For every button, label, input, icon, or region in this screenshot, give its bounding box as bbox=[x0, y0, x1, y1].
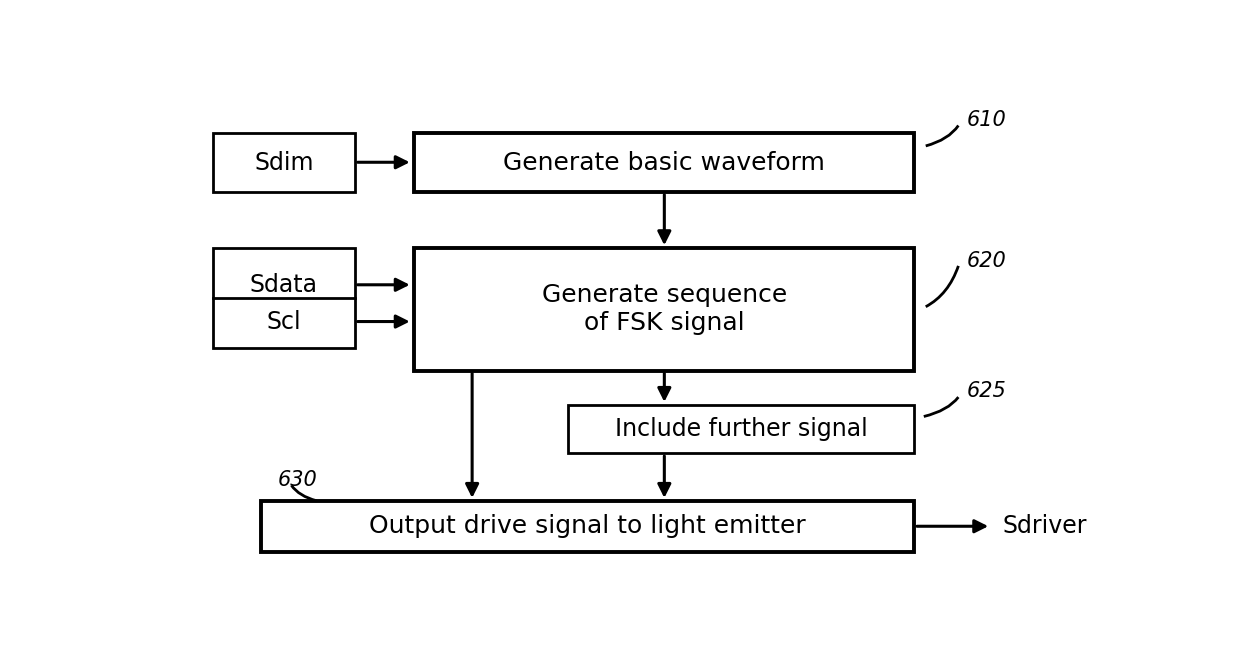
Text: 620: 620 bbox=[967, 251, 1007, 271]
Text: Sdata: Sdata bbox=[249, 272, 317, 297]
Text: 610: 610 bbox=[967, 111, 1007, 131]
Text: Generate sequence
of FSK signal: Generate sequence of FSK signal bbox=[542, 283, 787, 335]
Text: Output drive signal to light emitter: Output drive signal to light emitter bbox=[370, 514, 806, 538]
FancyBboxPatch shape bbox=[213, 133, 355, 192]
Text: Scl: Scl bbox=[267, 310, 301, 333]
Text: Include further signal: Include further signal bbox=[615, 417, 868, 441]
Text: Sdriver: Sdriver bbox=[1003, 514, 1087, 538]
FancyBboxPatch shape bbox=[414, 248, 914, 371]
Text: Generate basic waveform: Generate basic waveform bbox=[503, 151, 826, 174]
FancyBboxPatch shape bbox=[213, 248, 355, 347]
Text: 625: 625 bbox=[967, 381, 1007, 401]
FancyBboxPatch shape bbox=[260, 501, 914, 552]
Text: 630: 630 bbox=[278, 470, 317, 491]
Text: Sdim: Sdim bbox=[254, 151, 314, 174]
FancyBboxPatch shape bbox=[414, 133, 914, 192]
FancyBboxPatch shape bbox=[568, 404, 914, 453]
